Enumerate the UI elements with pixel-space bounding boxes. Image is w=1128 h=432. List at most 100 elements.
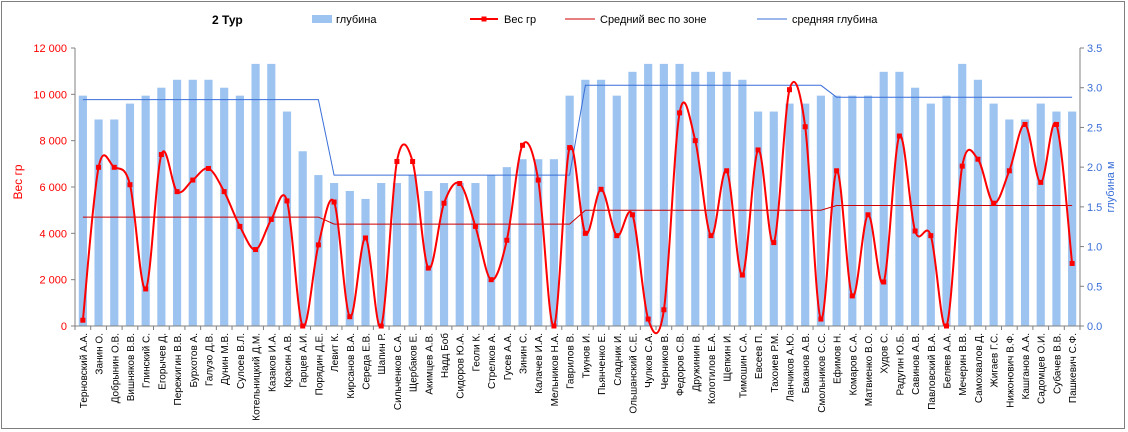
depth-bar [345,190,354,326]
depth-bars [78,63,1077,327]
category-label: Матвиенко В.О. [864,333,875,406]
category-label: Левит К. [330,333,341,372]
depth-bar [235,95,244,327]
weight-point [315,242,321,248]
weight-point [1006,168,1012,174]
depth-bar [439,183,449,326]
legend: глубина Вес гр Средний вес по зоне средняя … [312,14,878,26]
depth-bar [989,103,998,326]
y-tick-label-right: 1.0 [1087,242,1102,254]
y-tick-label-right: 2.0 [1087,162,1102,174]
category-label: Галузо Д.В. [204,333,215,386]
weight-point [661,307,667,313]
weight-point [708,233,714,239]
weight-point [96,164,102,170]
category-label: Пашкевич С.Ф. [1068,333,1079,403]
category-label: Сладник И. [613,333,624,386]
weight-point [504,237,510,243]
category-label: Красин А.В. [283,333,294,388]
weight-point [944,323,950,329]
weight-point [268,216,274,222]
axes: 0 2 000 4 000 6 000 8 000 10 000 12 000 0.0 0.5 1… [33,43,1102,333]
category-label: Котельницкий Д.М. [252,333,263,421]
weight-point [111,164,117,170]
weight-point [221,189,227,195]
weight-point [771,240,777,246]
depth-bar [330,183,339,326]
legend-swatch-marker [481,16,487,22]
depth-bar [1068,111,1077,327]
category-label: Самохвалов Д. [974,333,985,403]
weight-point [818,316,824,322]
category-label: Глинский С. [142,333,153,388]
category-label: Мельников Н.А. [550,333,561,406]
depth-bar [895,71,904,326]
category-label: Евсеев П. [754,333,765,379]
category-label: Сильченков С.А. [393,333,404,410]
category-label: Беляев А.А. [943,333,954,389]
avg-depth-line [82,84,1073,176]
weight-point [629,212,635,218]
weight-point [158,152,164,158]
depth-bar [502,167,511,326]
category-label: Егорычев Д. [157,333,168,390]
weight-point [881,279,887,285]
depth-bar [188,79,197,327]
depth-bar [863,95,873,327]
category-label: Федоров С.В. [676,333,687,396]
category-label: Терновский А.А. [79,333,90,408]
category-label: Савинов А.В. [911,333,922,395]
depth-bar [534,159,543,326]
weight-point [488,277,494,283]
legend-swatch-bar [312,15,332,23]
y-tick-label-left: 8 000 [39,136,67,148]
category-label: Тахоиев Р.М. [770,333,781,393]
category-label: Щепкин И. [723,333,734,382]
depth-bar [596,79,606,327]
depth-bar [1036,103,1045,326]
category-label: Занин О. [95,333,106,375]
depth-bar [172,79,182,327]
legend-label: Средний вес по зоне [600,14,707,26]
y-tick-label-left: 0 [61,321,67,333]
avg-weight-line [82,205,1073,225]
depth-bar [314,175,323,326]
weight-point [1069,260,1075,266]
depth-bar [251,63,260,327]
category-label: Зинин С. [519,333,530,374]
depth-bar [455,183,464,326]
weight-point [724,168,730,174]
legend-label: Вес гр [504,14,536,26]
y-tick-label-left: 12 000 [33,43,67,55]
weight-point [849,293,855,299]
category-label: Пережигин В.В. [173,333,184,405]
depth-bar [911,87,920,326]
depth-bar [1052,111,1061,327]
category-label: Калачев И.А. [534,333,545,394]
weight-point [1053,121,1059,127]
weight-point [143,286,149,292]
y-tick-label-right: 1.5 [1087,202,1102,214]
y-tick-label-right: 0.0 [1087,321,1102,333]
weight-point [237,223,243,229]
category-label: Смольников С.С. [817,333,828,413]
y-tick-label-right: 0.5 [1087,281,1102,293]
category-label: Дунин М.В. [220,333,231,385]
y-tick-label-left: 2 000 [39,275,67,287]
category-label: Ланчиков А.Ю. [785,333,796,402]
weight-point [991,200,997,206]
weight-point [378,323,384,329]
depth-bar [94,119,103,326]
category-label: Садомцев О.И. [1037,333,1048,404]
weight-point [896,133,902,139]
weight-point [567,145,573,151]
legend-entry: глубина [312,14,377,26]
depth-bar [628,71,637,326]
category-label: Павловский В.А. [927,333,938,410]
weight-point [598,186,604,192]
weight-point [253,247,259,253]
category-label: Кирсанов В.А. [346,333,357,399]
category-label: Гаврилов В. [566,333,577,389]
weight-point [190,177,196,183]
category-label: Гарцев А.И. [299,333,310,388]
